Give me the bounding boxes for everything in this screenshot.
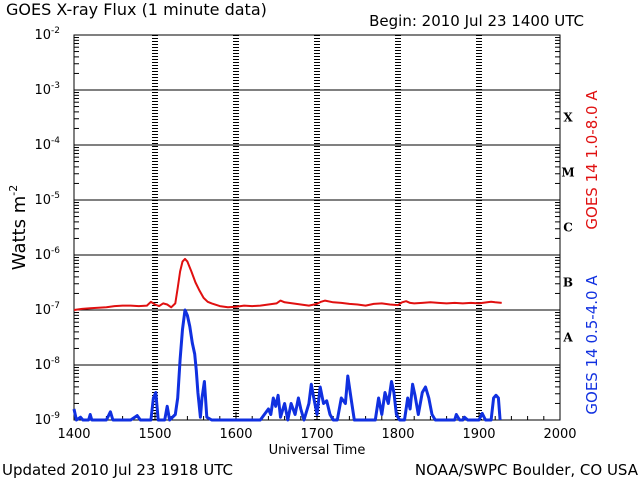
y-tick-label-exponent: -9: [51, 411, 60, 421]
y-tick-label-exponent: -2: [51, 26, 60, 36]
x-tick-label: 1500: [138, 427, 171, 442]
begin-time-label: Begin: 2010 Jul 23 1400 UTC: [369, 12, 584, 30]
series-line-1: [73, 257, 502, 311]
y-axis-label: Watts m-2: [7, 185, 30, 270]
y-tick-label-base: 10: [34, 138, 51, 153]
flare-class-labels: A B C M X: [561, 111, 574, 345]
chart-title: GOES X-ray Flux (1 minute data): [6, 0, 267, 19]
y-tick-label-exponent: -5: [51, 191, 60, 201]
x-axis-ticks: 1400 1500 1600 1700 1800 1900 2000: [57, 412, 577, 442]
y-tick-label-exponent: -3: [51, 81, 60, 91]
series-line-2: [72, 308, 502, 422]
y-tick-label-base: 10: [34, 83, 51, 98]
y-axis-label-superscript: -2: [7, 185, 20, 196]
x-tick-label: 1400: [57, 427, 90, 442]
legend-entry: GOES 14 0.5-4.0 A: [583, 275, 601, 415]
y-axis-ticks: 10-910-810-710-610-510-410-310-2: [34, 26, 560, 428]
y-axis-label-text: Watts m: [9, 196, 30, 270]
x-tick-label: 1600: [219, 427, 252, 442]
series-lines: [72, 257, 502, 422]
x-tick-label: 1800: [381, 427, 414, 442]
y-tick-label-base: 10: [34, 358, 51, 373]
x-axis-label: Universal Time: [269, 443, 366, 458]
legend-entry: GOES 14 1.0-8.0 A: [583, 90, 601, 230]
y-tick-label: 10-2: [34, 26, 60, 43]
credit-label: NOAA/SWPC Boulder, CO USA: [414, 461, 638, 479]
y-tick-label-base: 10: [34, 28, 51, 43]
x-tick-label: 1700: [300, 427, 333, 442]
flare-class-label: C: [563, 221, 573, 235]
flare-class-label: A: [562, 331, 573, 345]
legend: GOES 14 1.0-8.0 A GOES 14 0.5-4.0 A: [583, 90, 601, 415]
flare-class-label: M: [561, 166, 574, 180]
y-tick-label-base: 10: [34, 413, 51, 428]
x-tick-label: 1900: [462, 427, 495, 442]
y-tick-label-exponent: -8: [51, 356, 60, 366]
y-tick-label-exponent: -6: [51, 246, 60, 256]
y-tick-label: 10-7: [34, 301, 60, 318]
flare-class-label: B: [563, 276, 573, 290]
y-tick-label-base: 10: [34, 303, 51, 318]
y-tick-label: 10-6: [34, 246, 60, 263]
grid: [74, 35, 560, 420]
y-tick-label-base: 10: [34, 193, 51, 208]
y-tick-label-base: 10: [34, 248, 51, 263]
y-tick-label: 10-4: [34, 136, 60, 153]
y-tick-label: 10-5: [34, 191, 60, 208]
updated-timestamp: Updated 2010 Jul 23 1918 UTC: [2, 461, 233, 479]
y-tick-label: 10-9: [34, 411, 60, 428]
y-tick-label-exponent: -7: [51, 301, 60, 311]
flare-class-label: X: [563, 111, 573, 125]
y-tick-label: 10-8: [34, 356, 60, 373]
x-tick-label: 2000: [543, 427, 576, 442]
y-tick-label: 10-3: [34, 81, 60, 98]
y-tick-label-exponent: -4: [51, 136, 60, 146]
